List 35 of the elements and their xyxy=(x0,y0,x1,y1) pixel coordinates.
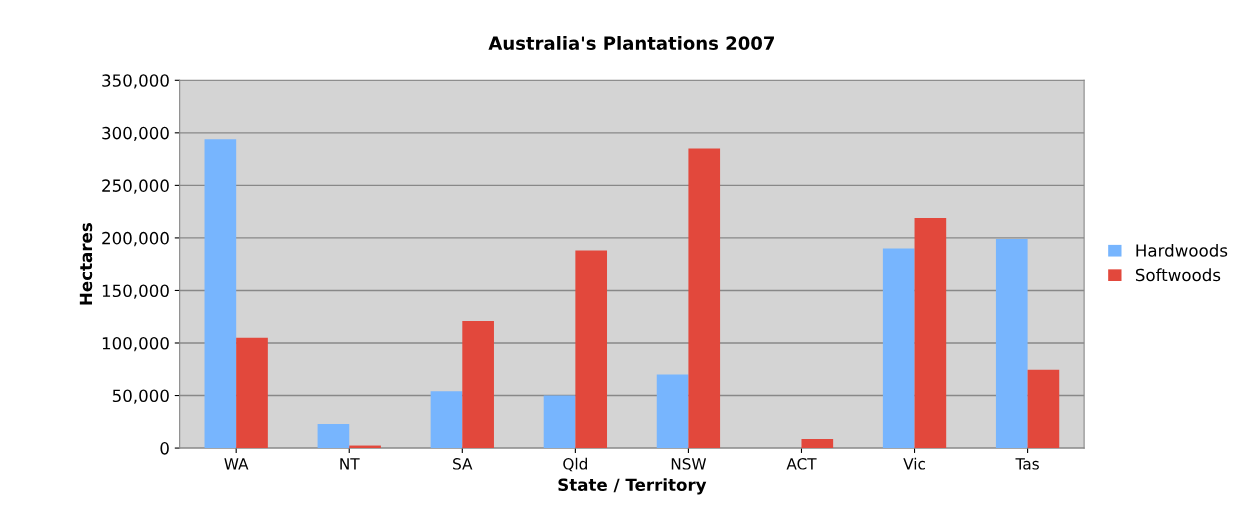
y-axis-title: Hectares xyxy=(79,223,93,305)
x-tick-label: Qld xyxy=(563,457,587,472)
bar xyxy=(801,439,834,449)
legend-label: Hardwoods xyxy=(1136,243,1228,257)
bar xyxy=(204,139,237,449)
y-tick-label: 200,000 xyxy=(102,231,169,247)
x-tick-label: Tas xyxy=(1015,458,1039,470)
x-axis-title: State / Territory xyxy=(558,478,707,495)
chart-title: Australia's Plantations 2007 xyxy=(488,36,774,50)
x-tick-label: NT xyxy=(340,458,360,470)
x-tick-label: SA xyxy=(453,458,473,470)
x-tick-label: WA xyxy=(224,458,249,470)
y-tick-label: 100,000 xyxy=(102,336,169,352)
y-tick-label: 150,000 xyxy=(102,284,169,299)
bar xyxy=(317,423,350,449)
bar xyxy=(882,248,915,449)
bar xyxy=(914,217,947,449)
legend-label: Softwoods xyxy=(1135,268,1221,282)
x-tick-label: NSW xyxy=(671,458,707,470)
y-tick-label: 250,000 xyxy=(102,179,169,194)
bar xyxy=(656,374,689,449)
bar xyxy=(236,337,268,449)
bar xyxy=(430,391,463,449)
bar xyxy=(995,238,1028,449)
bar xyxy=(1027,369,1060,449)
bar xyxy=(688,148,721,449)
y-tick-label: 300,000 xyxy=(102,126,169,142)
x-tick-label: Vic xyxy=(903,457,925,470)
y-tick-label: 350,000 xyxy=(102,74,169,89)
bar xyxy=(575,250,608,449)
bar xyxy=(543,395,576,449)
bar xyxy=(462,320,494,449)
y-tick-label: 50,000 xyxy=(112,389,169,404)
y-tick-label: 0 xyxy=(160,442,169,455)
x-tick-label: ACT xyxy=(786,458,817,470)
